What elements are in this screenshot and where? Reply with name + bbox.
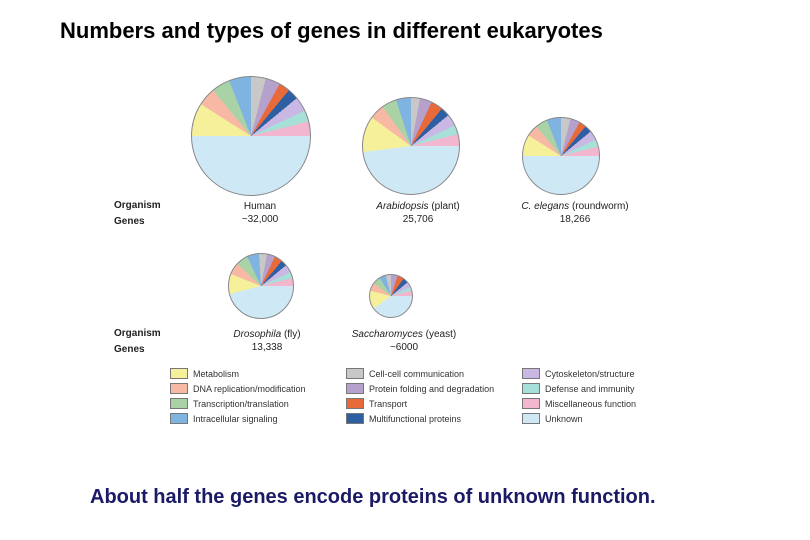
row1-side-labels: Organism Genes (114, 198, 161, 230)
page-title: Numbers and types of genes in different … (60, 18, 603, 44)
legend-swatch (170, 383, 188, 394)
legend-label: Transport (369, 399, 407, 409)
legend-swatch (522, 368, 540, 379)
organism-label: Organism (114, 326, 161, 342)
pie-label: Arabidopsis (plant) 25,706 (358, 200, 478, 226)
pie-human (191, 76, 311, 196)
pie-celegans (522, 117, 600, 195)
legend-item-metabolism: Metabolism (170, 368, 340, 379)
legend-item-miscellaneous: Miscellaneous function (522, 398, 692, 409)
legend-swatch (346, 383, 364, 394)
organism-note: (plant) (429, 201, 460, 212)
legend-swatch (522, 398, 540, 409)
legend-label: Transcription/translation (193, 399, 289, 409)
pie-label: Human ~32,000 (210, 200, 310, 226)
pie-label: Drosophila (fly) 13,338 (212, 328, 322, 354)
legend-swatch (346, 398, 364, 409)
legend-label: Protein folding and degradation (369, 384, 494, 394)
genes-count: 25,706 (403, 214, 434, 225)
genes-label: Genes (114, 342, 161, 358)
footer-note: About half the genes encode proteins of … (90, 484, 690, 510)
row2-side-labels: Organism Genes (114, 326, 161, 358)
genes-count: ~32,000 (242, 214, 278, 225)
organism-note: (roundworm) (569, 201, 628, 212)
pie-drosophila (228, 253, 294, 319)
legend-swatch (522, 383, 540, 394)
pie-arabidopsis (362, 97, 460, 195)
pie-label: C. elegans (roundworm) 18,266 (510, 200, 640, 226)
chart-area: Human ~32,000 Arabidopsis (plant) 25,706 C. … (110, 70, 650, 450)
legend-swatch (170, 398, 188, 409)
genes-count: 18,266 (560, 214, 591, 225)
organism-name: Saccharomyces (352, 329, 423, 340)
genes-label: Genes (114, 214, 161, 230)
legend-item-cell_cell: Cell-cell communication (346, 368, 516, 379)
organism-name: C. elegans (521, 201, 569, 212)
organism-name: Arabidopsis (376, 201, 428, 212)
legend-label: Cytoskeleton/structure (545, 369, 635, 379)
legend-item-cytoskeleton: Cytoskeleton/structure (522, 368, 692, 379)
legend-swatch (522, 413, 540, 424)
legend-swatch (346, 368, 364, 379)
genes-count: ~6000 (390, 342, 418, 353)
legend-item-intracellular_signaling: Intracellular signaling (170, 413, 340, 424)
organism-note: (fly) (281, 329, 300, 340)
legend-label: Multifunctional proteins (369, 414, 461, 424)
organism-note: (yeast) (423, 329, 456, 340)
genes-count: 13,338 (252, 342, 283, 353)
legend-item-defense: Defense and immunity (522, 383, 692, 394)
legend-swatch (346, 413, 364, 424)
legend-item-protein_folding: Protein folding and degradation (346, 383, 516, 394)
pie-saccharomyces (369, 274, 413, 318)
legend-label: Defense and immunity (545, 384, 635, 394)
legend: Metabolism Cell-cell communication Cytoske… (170, 368, 692, 424)
legend-swatch (170, 413, 188, 424)
legend-item-transcription: Transcription/translation (170, 398, 340, 409)
legend-item-unknown: Unknown (522, 413, 692, 424)
legend-item-transport: Transport (346, 398, 516, 409)
pie-label: Saccharomyces (yeast) ~6000 (334, 328, 474, 354)
legend-item-multifunctional: Multifunctional proteins (346, 413, 516, 424)
legend-swatch (170, 368, 188, 379)
legend-label: Cell-cell communication (369, 369, 464, 379)
organism-label: Organism (114, 198, 161, 214)
legend-label: DNA replication/modification (193, 384, 306, 394)
organism-name: Drosophila (233, 329, 281, 340)
organism-name: Human (244, 201, 276, 212)
legend-item-dna_replication: DNA replication/modification (170, 383, 340, 394)
legend-label: Intracellular signaling (193, 414, 278, 424)
legend-label: Metabolism (193, 369, 239, 379)
legend-label: Unknown (545, 414, 583, 424)
legend-label: Miscellaneous function (545, 399, 636, 409)
